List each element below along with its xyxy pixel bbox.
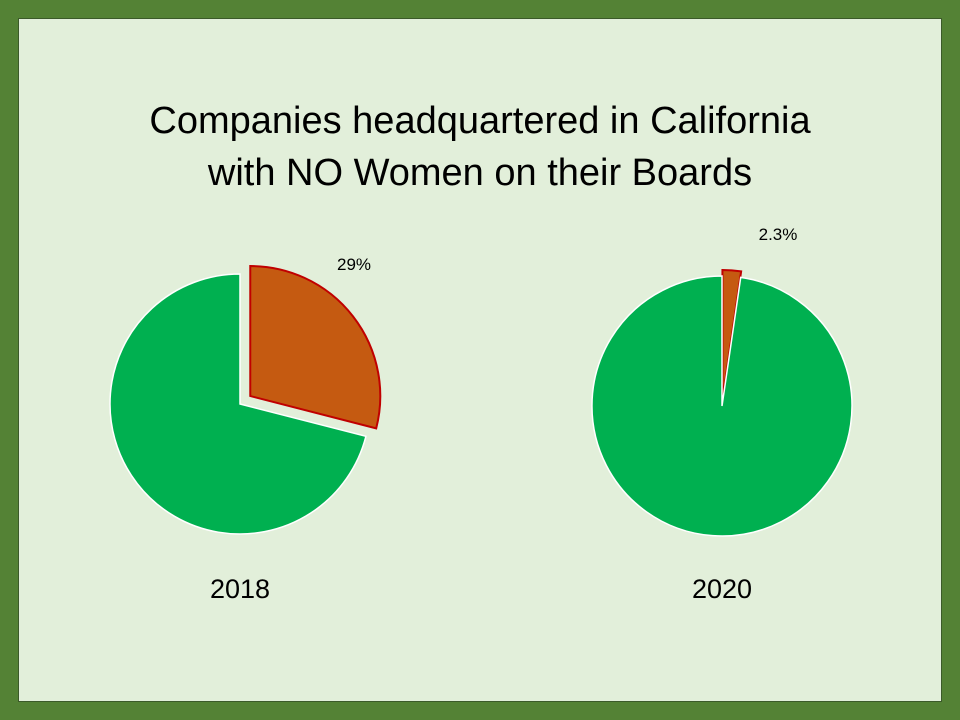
chart-2020-label: 2020 xyxy=(691,574,753,604)
title-line-2: with NO Women on their Boards xyxy=(207,152,753,194)
pie-2018-slice-no-women xyxy=(249,265,382,430)
chart-2018-label: 2018 xyxy=(209,574,271,604)
pie-2020-slice-other xyxy=(591,275,853,537)
pie-2020-data-label: 2.3% xyxy=(759,225,798,244)
pie-2018-slice-other xyxy=(109,273,367,535)
slide-title: Companies headquartered in California wi… xyxy=(0,95,960,199)
title-line-1: Companies headquartered in California xyxy=(149,100,811,142)
pie-2018-data-label: 29% xyxy=(337,255,371,274)
